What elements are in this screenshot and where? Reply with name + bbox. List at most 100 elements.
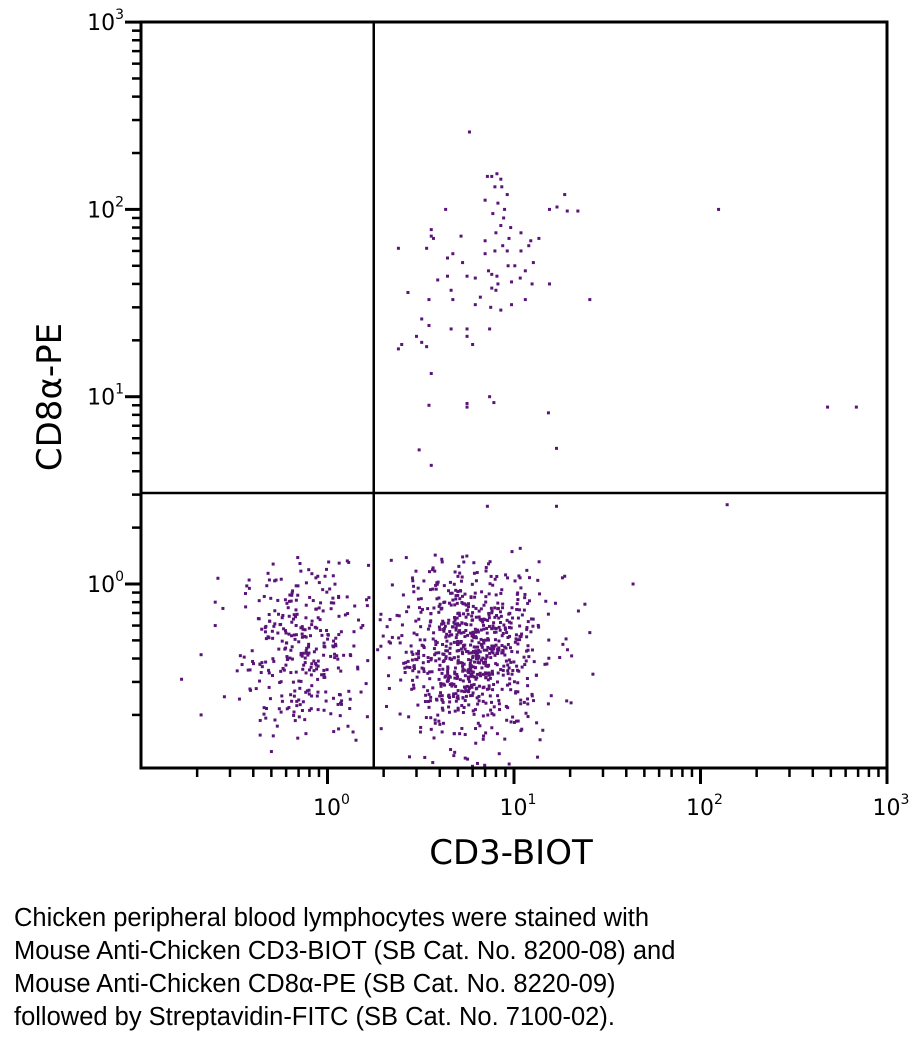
cluster-point bbox=[438, 722, 442, 726]
cluster-point bbox=[379, 612, 383, 616]
cluster-point bbox=[516, 690, 520, 694]
cluster-point bbox=[453, 616, 457, 620]
cluster-point bbox=[347, 560, 351, 564]
cluster-point bbox=[304, 635, 308, 639]
cluster-point bbox=[519, 729, 523, 733]
cluster-point bbox=[482, 603, 486, 607]
cluster-point bbox=[456, 689, 460, 693]
cluster-point bbox=[340, 702, 344, 706]
cluster-point bbox=[471, 604, 475, 608]
cluster-point bbox=[490, 726, 494, 730]
cluster-point bbox=[442, 584, 446, 588]
cluster-point bbox=[295, 699, 299, 703]
cluster-point bbox=[471, 674, 475, 678]
cluster-point bbox=[530, 617, 534, 621]
cluster-point bbox=[494, 643, 498, 647]
caption-line: Chicken peripheral blood lymphocytes wer… bbox=[14, 904, 649, 932]
cluster-point bbox=[354, 738, 358, 742]
cluster-point bbox=[477, 641, 481, 645]
cluster-point bbox=[535, 721, 539, 725]
cluster-point bbox=[526, 620, 530, 624]
cluster-point bbox=[427, 705, 431, 709]
cluster-point bbox=[453, 618, 457, 622]
cluster-point bbox=[412, 664, 416, 668]
cluster-point bbox=[286, 657, 290, 661]
cluster-point bbox=[337, 594, 341, 598]
cluster-point bbox=[389, 558, 393, 562]
cluster-point bbox=[293, 719, 297, 723]
data-point bbox=[473, 303, 477, 307]
cluster-point bbox=[501, 606, 505, 610]
data-point bbox=[465, 405, 469, 409]
cluster-point bbox=[465, 554, 469, 558]
cluster-point bbox=[282, 627, 286, 631]
cluster-point bbox=[404, 556, 408, 560]
cluster-point bbox=[507, 658, 511, 662]
cluster-point bbox=[505, 618, 509, 622]
cluster-point bbox=[456, 697, 460, 701]
cluster-point bbox=[472, 561, 476, 565]
cluster-point bbox=[494, 630, 498, 634]
cluster-point bbox=[510, 672, 514, 676]
cluster-point bbox=[332, 730, 336, 734]
cluster-point bbox=[284, 641, 288, 645]
cluster-point bbox=[445, 679, 449, 683]
cluster-point bbox=[474, 630, 478, 634]
cluster-point bbox=[416, 652, 420, 656]
cluster-point bbox=[433, 721, 437, 725]
cluster-point bbox=[513, 579, 517, 583]
cluster-point bbox=[361, 623, 365, 627]
cluster-point bbox=[545, 662, 549, 666]
cluster-point bbox=[293, 637, 297, 641]
cluster-point bbox=[307, 642, 311, 646]
cluster-point bbox=[467, 703, 471, 707]
cluster-point bbox=[452, 640, 456, 644]
cluster-point bbox=[306, 653, 310, 657]
cluster-point bbox=[237, 697, 241, 701]
cluster-point bbox=[379, 644, 383, 648]
cluster-point bbox=[514, 633, 518, 637]
cluster-point bbox=[314, 663, 318, 667]
cluster-point bbox=[427, 692, 431, 696]
data-point bbox=[485, 504, 489, 508]
cluster-point bbox=[525, 677, 529, 681]
cluster-point bbox=[418, 638, 422, 642]
cluster-point bbox=[420, 666, 424, 670]
cluster-point bbox=[463, 635, 467, 639]
cluster-point bbox=[482, 734, 486, 738]
cluster-point bbox=[279, 680, 283, 684]
cluster-point bbox=[296, 593, 300, 597]
cluster-point bbox=[428, 677, 432, 681]
cluster-point bbox=[307, 568, 311, 572]
cluster-point bbox=[243, 592, 247, 596]
cluster-point bbox=[273, 609, 277, 613]
cluster-point bbox=[467, 676, 471, 680]
cluster-point bbox=[315, 694, 319, 698]
cluster-point bbox=[331, 596, 335, 600]
cluster-point bbox=[501, 631, 505, 635]
cluster-point bbox=[414, 569, 418, 573]
cluster-point bbox=[285, 601, 289, 605]
cluster-point bbox=[470, 685, 474, 689]
data-point bbox=[446, 256, 450, 260]
cluster-point bbox=[494, 662, 498, 666]
cluster-point bbox=[411, 678, 415, 682]
cluster-point bbox=[510, 650, 514, 654]
cluster-point bbox=[293, 615, 297, 619]
cluster-point bbox=[453, 570, 457, 574]
cluster-point bbox=[505, 683, 509, 687]
cluster-point bbox=[481, 714, 485, 718]
cluster-point bbox=[292, 613, 296, 617]
cluster-point bbox=[483, 671, 487, 675]
cluster-point bbox=[387, 640, 391, 644]
cluster-point bbox=[458, 613, 462, 617]
cluster-point bbox=[446, 671, 450, 675]
cluster-point bbox=[292, 713, 296, 717]
cluster-point bbox=[376, 648, 380, 652]
cluster-point bbox=[417, 656, 421, 660]
cluster-point bbox=[428, 624, 432, 628]
cluster-point bbox=[449, 633, 453, 637]
cluster-point bbox=[474, 615, 478, 619]
cluster-point bbox=[498, 621, 502, 625]
cluster-point bbox=[461, 667, 465, 671]
